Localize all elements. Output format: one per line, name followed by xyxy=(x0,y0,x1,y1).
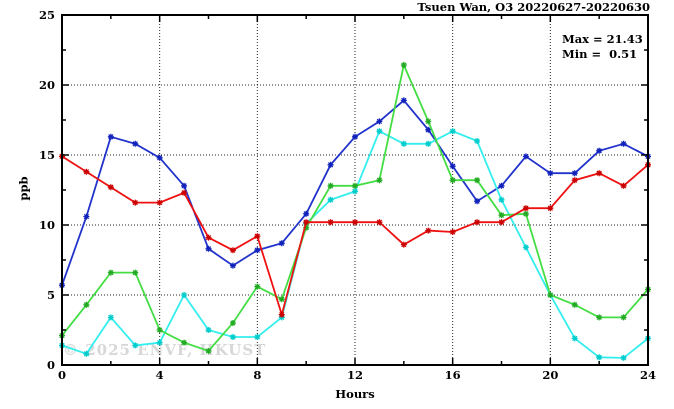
x-tick-label: 16 xyxy=(445,368,461,382)
ticks xyxy=(61,14,649,366)
y-tick-label: 20 xyxy=(39,78,55,92)
chart-title: Tsuen Wan, O3 20220627-20220630 xyxy=(417,0,650,14)
y-tick-label: 25 xyxy=(39,8,55,22)
x-tick-label: 24 xyxy=(640,368,656,382)
series-1-red-markers xyxy=(59,153,651,318)
x-tick-label: 8 xyxy=(253,368,261,382)
y-tick-label: 15 xyxy=(39,148,55,162)
y-tick-label: 10 xyxy=(39,218,55,232)
series-1-red xyxy=(59,153,651,318)
x-tick-label: 0 xyxy=(58,368,66,382)
stats-min: Min = 0.51 xyxy=(562,47,638,61)
stats-box: Max = 21.43 Min = 0.51 xyxy=(562,32,643,62)
x-tick-label: 20 xyxy=(542,368,558,382)
x-axis-label: Hours xyxy=(335,387,375,401)
watermark: © 2025 ENVF, HKUST xyxy=(63,341,267,359)
tick-labels: 0 4 8 12 16 20 24 0 5 10 15 20 25 xyxy=(39,8,656,382)
series-4-cyan xyxy=(59,128,651,361)
y-tick-label: 0 xyxy=(47,358,55,372)
y-tick-label: 5 xyxy=(47,288,55,302)
x-tick-label: 12 xyxy=(347,368,363,382)
series-4-cyan-markers xyxy=(59,128,651,361)
x-tick-label: 4 xyxy=(156,368,164,382)
stats-max: Max = 21.43 xyxy=(562,32,643,46)
